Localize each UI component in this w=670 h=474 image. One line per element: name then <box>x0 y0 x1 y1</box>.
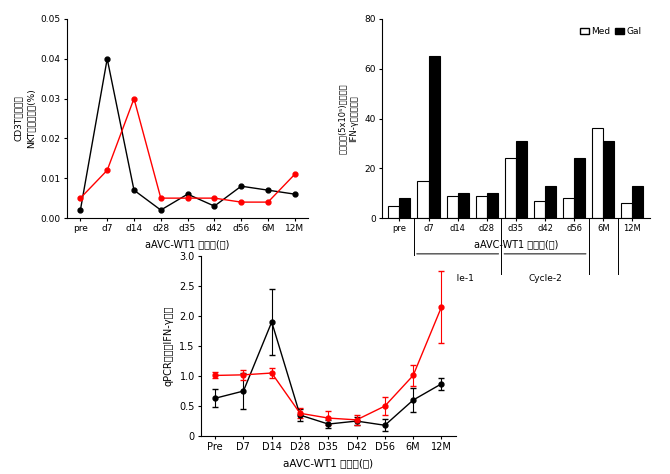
X-axis label: aAVC-WT1 投与後(日): aAVC-WT1 投与後(日) <box>283 458 373 468</box>
Text: Cycle-1: Cycle-1 <box>441 274 474 283</box>
X-axis label: aAVC-WT1 投与後(日): aAVC-WT1 投与後(日) <box>145 239 230 249</box>
Bar <box>429 56 440 218</box>
Bar <box>534 201 545 218</box>
Bar <box>563 198 574 218</box>
Bar <box>505 158 516 218</box>
Bar <box>417 181 429 218</box>
Bar <box>603 141 614 218</box>
Y-axis label: CD3T細胞中の
NKT細胞の割合(%): CD3T細胞中の NKT細胞の割合(%) <box>14 89 35 148</box>
Bar <box>592 128 603 218</box>
X-axis label: aAVC-WT1 投与後(日): aAVC-WT1 投与後(日) <box>474 239 558 249</box>
Bar <box>632 186 643 218</box>
Text: Cycle-2: Cycle-2 <box>528 274 562 283</box>
Bar <box>458 193 469 218</box>
Y-axis label: qPCRによるIFN-γ定量: qPCRによるIFN-γ定量 <box>163 306 174 386</box>
Bar <box>399 198 411 218</box>
Y-axis label: 末梢血中(5x10⁵)における
IFN-γスポット数: 末梢血中(5x10⁵)における IFN-γスポット数 <box>338 83 358 154</box>
Bar <box>389 206 399 218</box>
Bar <box>621 203 632 218</box>
Bar <box>447 196 458 218</box>
Bar <box>574 158 585 218</box>
Bar <box>476 196 487 218</box>
Bar <box>516 141 527 218</box>
Bar <box>545 186 556 218</box>
Bar <box>487 193 498 218</box>
Legend: Med, Gal: Med, Gal <box>576 24 645 40</box>
